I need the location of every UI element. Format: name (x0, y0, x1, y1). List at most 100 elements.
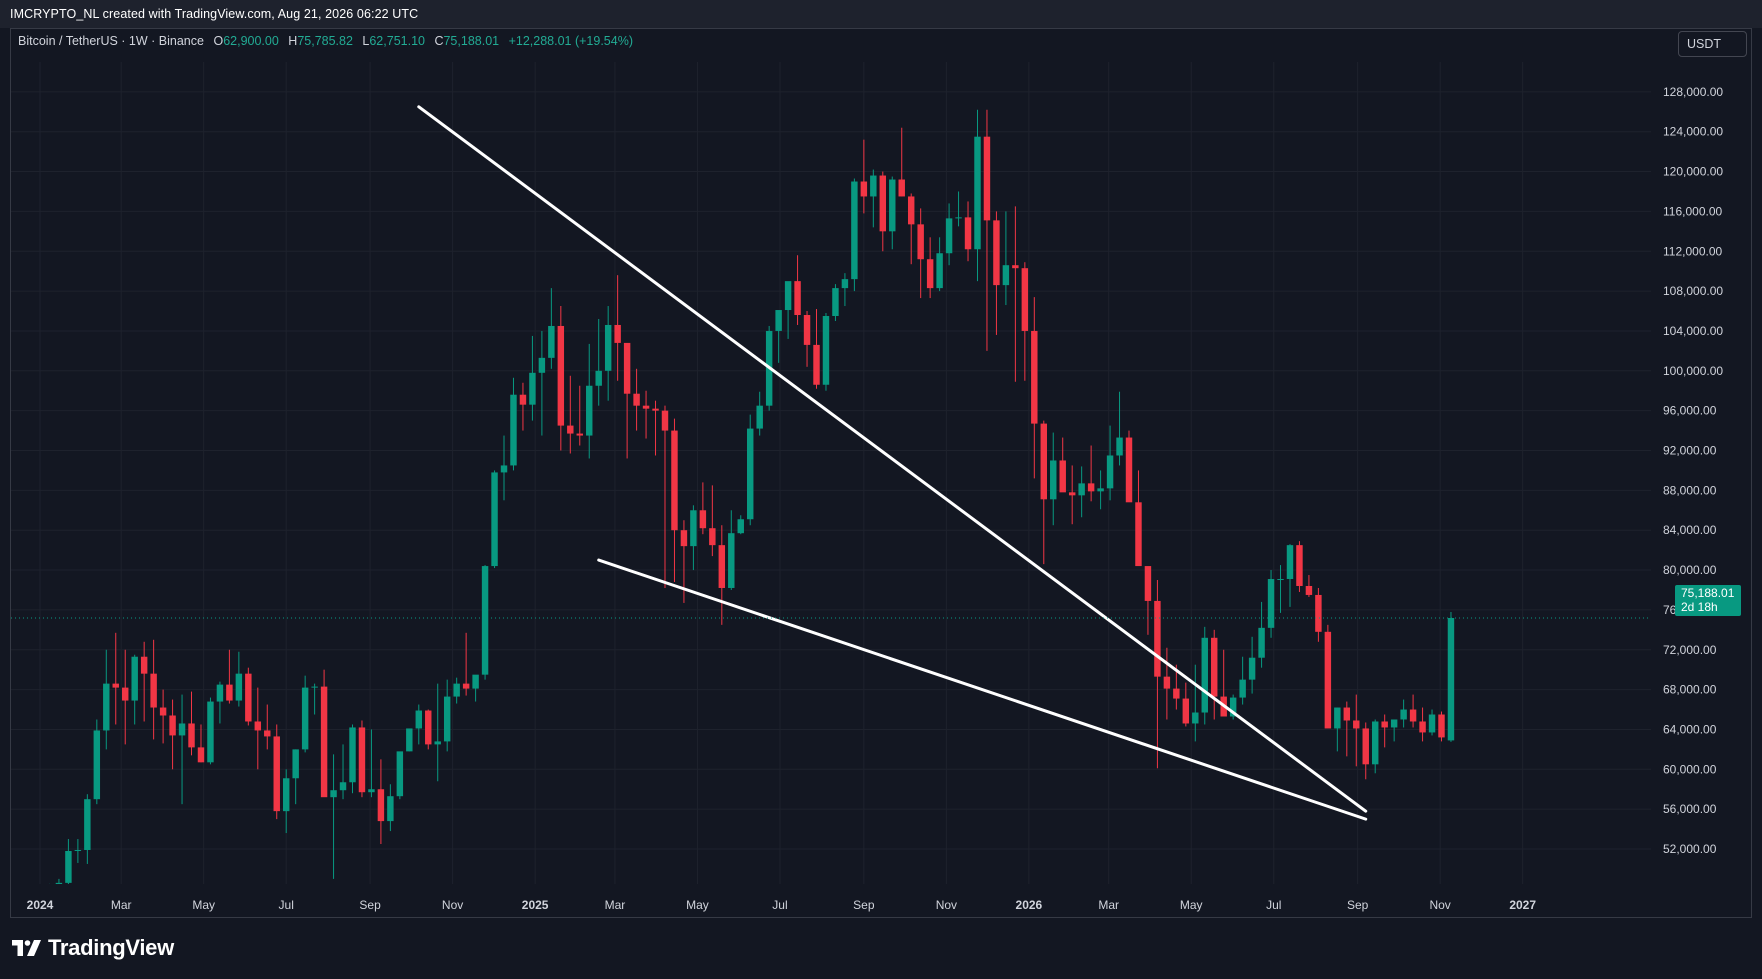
price-tick-label: 96,000.00 (1663, 404, 1717, 418)
candle-body (159, 707, 167, 716)
candle-body (1371, 721, 1379, 765)
candle-body (84, 799, 91, 850)
time-tick-label: Nov (936, 898, 957, 912)
candle-body (216, 684, 224, 702)
candle-body (112, 683, 119, 688)
symbol-legend: Bitcoin / TetherUS · 1W · Binance O62,90… (18, 34, 633, 48)
candle-body (415, 710, 423, 729)
candle-body (879, 175, 887, 232)
candle-body (339, 782, 347, 791)
high-value: 75,785.82 (297, 34, 353, 48)
candle-body (188, 723, 195, 748)
candle-body (709, 528, 716, 546)
candle-body (1116, 437, 1123, 456)
candle-body (1192, 712, 1199, 724)
candle-body (595, 370, 602, 386)
candle-body (652, 408, 659, 411)
candle-body (1334, 707, 1341, 729)
candle-body (756, 405, 763, 429)
price-tick-label: 104,000.00 (1663, 324, 1723, 338)
price-tick-label: 64,000.00 (1663, 722, 1717, 736)
trendline[interactable] (417, 105, 1368, 813)
tradingview-logo[interactable]: TradingView (12, 934, 174, 962)
candle-body (557, 325, 565, 426)
price-tick-label: 112,000.00 (1663, 244, 1722, 258)
candle-body (1002, 265, 1010, 286)
price-axis[interactable]: 128,000.00 124,000.00 120,000.00 116,000.00… (1663, 85, 1723, 856)
price-tick-label: 52,000.00 (1663, 842, 1717, 856)
time-tick-label: Mar (111, 898, 132, 912)
candle-body (1447, 617, 1455, 741)
candle-body (1040, 423, 1047, 500)
candle-body (671, 430, 678, 531)
open-value: 62,900.00 (223, 34, 279, 48)
candle-body (462, 683, 470, 689)
candle-body (870, 175, 877, 197)
time-tick-label: Sep (1347, 898, 1369, 912)
candle-body (1324, 631, 1332, 729)
trendlines[interactable] (417, 105, 1368, 821)
candle-body (623, 342, 631, 394)
candle-body (74, 849, 82, 851)
candle-body (926, 259, 934, 289)
price-tick-label: 100,000.00 (1663, 364, 1723, 378)
candle-body (889, 179, 896, 232)
time-tick-label: Jul (1266, 898, 1281, 912)
candle-body (1163, 676, 1171, 689)
candle-body (604, 324, 612, 371)
tradingview-logo-icon (12, 940, 41, 956)
low-value: 62,751.10 (369, 34, 425, 48)
price-tick-label: 56,000.00 (1663, 802, 1717, 816)
candle-body (813, 344, 820, 385)
candle-body (680, 530, 688, 547)
candle-body (273, 736, 280, 812)
price-tick-label: 88,000.00 (1663, 483, 1717, 497)
candle-body (425, 710, 432, 745)
candle-body (1381, 721, 1388, 728)
time-tick-label: Sep (359, 898, 381, 912)
time-axis[interactable]: 2024 Mar May Jul Sep Nov 2025 Mar May Jul Sep Nov 20… (27, 898, 1537, 912)
change-value: +12,288.01 (+19.54%) (508, 34, 633, 48)
candle-body (358, 727, 366, 793)
candle-body (122, 687, 129, 701)
candle-body (1144, 566, 1152, 601)
candle-body (491, 472, 498, 567)
candle-body (1211, 637, 1218, 697)
candle-body (832, 288, 839, 317)
close-key: C (434, 34, 444, 48)
candle-body (1419, 721, 1426, 733)
high-key: H (288, 34, 298, 48)
price-tick-label: 92,000.00 (1663, 444, 1717, 458)
candle-body (481, 566, 489, 675)
price-tick-label: 120,000.00 (1663, 165, 1723, 179)
candle-body (235, 673, 243, 701)
candle-body (311, 686, 318, 688)
candle-body (254, 721, 262, 731)
candle-body (282, 778, 290, 812)
price-tick-label: 116,000.00 (1663, 204, 1722, 218)
candle-body (1258, 627, 1265, 658)
candle-body (1353, 720, 1360, 729)
candle-body (1201, 637, 1208, 713)
candle-body (1343, 707, 1351, 721)
currency-button[interactable]: USDT (1678, 31, 1747, 57)
candle-body (207, 701, 214, 763)
candle-body (292, 749, 299, 779)
candle-body (1428, 714, 1436, 733)
candle-body (860, 181, 868, 197)
time-tick-label: Jul (772, 898, 787, 912)
price-tick-label: 108,000.00 (1663, 284, 1723, 298)
candle-body (936, 253, 943, 289)
trendline[interactable] (597, 558, 1368, 821)
candle-body (1239, 679, 1246, 698)
symbol-title[interactable]: Bitcoin / TetherUS · 1W · Binance (18, 34, 204, 48)
candle-body (784, 281, 792, 311)
candle-body (1277, 579, 1284, 581)
candle-body (964, 217, 972, 250)
price-tick-label: 128,000.00 (1663, 85, 1723, 99)
candle-body (728, 533, 735, 588)
candle-body (330, 790, 337, 798)
candle-body (1286, 545, 1294, 580)
candle-body (586, 385, 593, 436)
